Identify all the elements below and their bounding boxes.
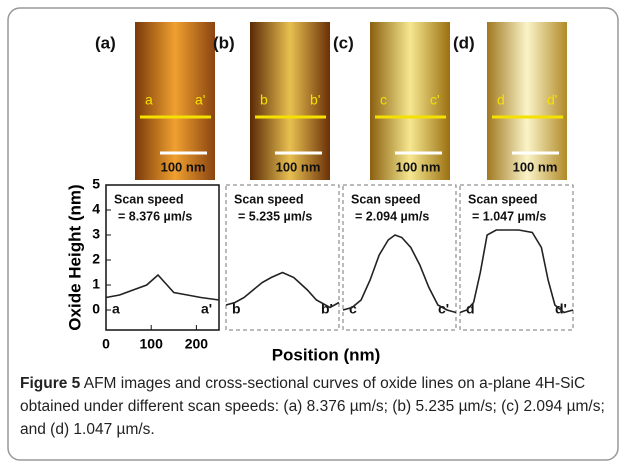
annotation: Scan speed <box>468 192 537 206</box>
annotation: = 8.376 µm/s <box>118 209 192 223</box>
annotation: = 1.047 µm/s <box>472 209 546 223</box>
y-tick-label: 1 <box>92 276 100 292</box>
scale-bar-label: 100 nm <box>396 159 441 174</box>
annotation: b <box>232 301 241 317</box>
scale-bar-label: 100 nm <box>513 159 558 174</box>
annotation: c <box>349 301 357 317</box>
caption-text: AFM images and cross-sectional curves of… <box>20 375 605 438</box>
marker-label: a' <box>195 92 205 108</box>
x-tick-label: 0 <box>102 336 110 352</box>
y-axis-label: Oxide Height (nm) <box>65 184 84 330</box>
scale-bar-label: 100 nm <box>161 159 206 174</box>
marker-label: b <box>260 92 268 108</box>
caption: Figure 5 AFM images and cross-sectional … <box>20 372 612 441</box>
marker-label: c' <box>430 92 440 108</box>
marker-label: b' <box>310 92 320 108</box>
plot-frame <box>342 184 457 331</box>
marker-label: d <box>497 92 505 108</box>
plot-frame <box>225 184 340 331</box>
y-tick-label: 2 <box>92 251 100 267</box>
annotation: Scan speed <box>351 192 420 206</box>
plot-frame <box>459 184 574 331</box>
panel-label: (a) <box>95 33 116 52</box>
y-tick-label: 4 <box>92 201 100 217</box>
y-tick-label: 0 <box>92 301 100 317</box>
annotation: d' <box>555 301 567 317</box>
annotation: Scan speed <box>234 192 303 206</box>
plot-frame <box>105 184 220 331</box>
marker-label: c <box>380 92 387 108</box>
panel-label: (b) <box>213 33 235 52</box>
annotation: a' <box>201 301 212 317</box>
annotation: a <box>112 301 120 317</box>
profile-curve <box>105 273 220 301</box>
profile-curve <box>342 234 457 314</box>
profile-curve <box>459 229 574 314</box>
profile-curve <box>225 271 340 309</box>
marker-label: a <box>145 92 153 108</box>
annotation: = 2.094 µm/s <box>355 209 429 223</box>
figure-border <box>7 7 619 461</box>
annotation: b' <box>321 301 333 317</box>
y-tick-label: 5 <box>92 176 100 192</box>
x-tick-label: 200 <box>185 336 209 352</box>
y-tick-label: 3 <box>92 226 100 242</box>
annotation: Scan speed <box>114 192 183 206</box>
panel-label: (c) <box>333 33 354 52</box>
panel-label: (d) <box>453 33 475 52</box>
annotation: = 5.235 µm/s <box>238 209 312 223</box>
x-axis-label: Position (nm) <box>272 345 381 364</box>
scale-bar-label: 100 nm <box>276 159 321 174</box>
marker-label: d' <box>547 92 557 108</box>
x-tick-label: 100 <box>140 336 164 352</box>
annotation: d <box>466 301 475 317</box>
caption-label: Figure 5 <box>20 375 81 392</box>
